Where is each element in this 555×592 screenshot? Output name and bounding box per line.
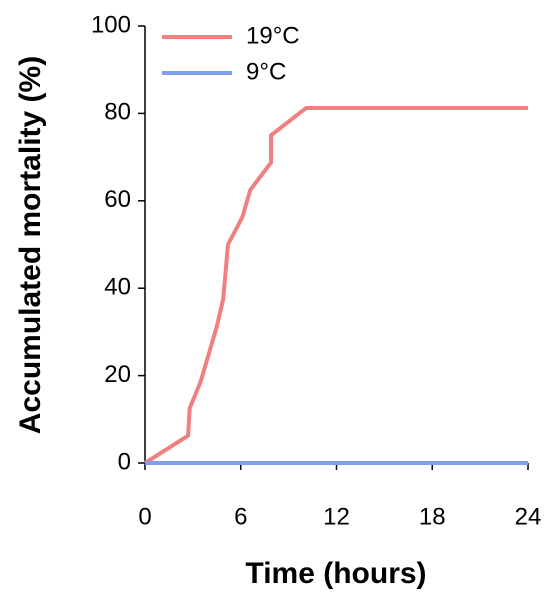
y-tick-label: 20 [104,361,131,388]
y-tick-label: 60 [104,186,131,213]
x-tick-label: 12 [323,503,350,530]
x-tick-label: 18 [419,503,446,530]
x-tick-label: 6 [234,503,247,530]
y-tick-label: 0 [118,448,131,475]
x-axis-label: Time (hours) [245,557,426,590]
x-tick-label: 0 [138,503,151,530]
y-tick-label: 80 [104,99,131,126]
series-line [143,105,528,465]
y-tick-label: 40 [104,274,131,301]
legend-label: 19°C [246,22,300,49]
x-tick-label: 24 [515,503,542,530]
y-tick-label: 100 [91,11,131,38]
y-axis-label: Accumulated mortality (%) [14,56,47,434]
legend-label: 9°C [246,58,286,85]
